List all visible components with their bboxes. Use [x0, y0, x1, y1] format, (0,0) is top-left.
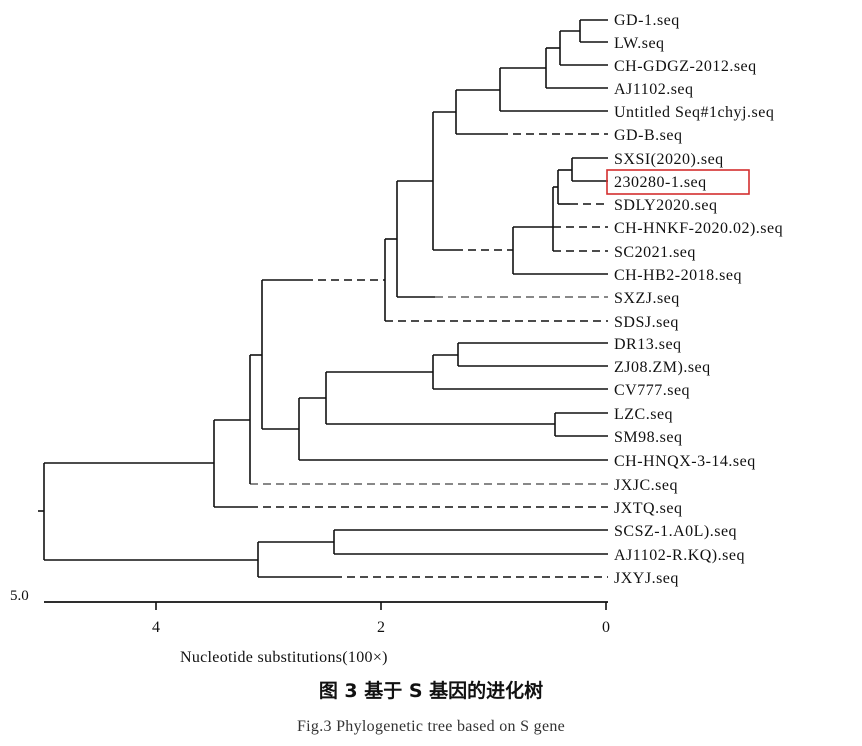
- leaf-labels: GD-1.seq LW.seq CH-GDGZ-2012.seq AJ1102.…: [614, 12, 783, 587]
- leaf-label: DR13.seq: [614, 336, 682, 353]
- scale-axis: 5.0 4 2 0 Nucleotide substitutions(100×): [10, 588, 610, 666]
- leaf-label: CH-HB2-2018.seq: [614, 267, 742, 284]
- leaf-label: SXSI(2020).seq: [614, 151, 724, 168]
- axis-title: Nucleotide substitutions(100×): [180, 649, 388, 666]
- leaf-label: SDSJ.seq: [614, 314, 679, 331]
- leaf-label: CH-HNKF-2020.02).seq: [614, 220, 783, 237]
- leaf-label: SCSZ-1.A0L).seq: [614, 523, 737, 540]
- leaf-label: AJ1102-R.KQ).seq: [614, 547, 745, 564]
- leaf-label: JXYJ.seq: [614, 570, 679, 587]
- leaf-label: LW.seq: [614, 35, 665, 52]
- leaf-label: AJ1102.seq: [614, 81, 694, 98]
- highlight-box: [606, 169, 750, 195]
- leaf-label: CV777.seq: [614, 382, 690, 399]
- phylogenetic-tree: GD-1.seq LW.seq CH-GDGZ-2012.seq AJ1102.…: [10, 12, 783, 666]
- axis-tick-label: 2: [377, 619, 385, 636]
- leaf-label: SC2021.seq: [614, 244, 696, 261]
- leaf-label: CH-HNQX-3-14.seq: [614, 453, 756, 470]
- leaf-label: CH-GDGZ-2012.seq: [614, 58, 757, 75]
- leaf-label: GD-1.seq: [614, 12, 680, 29]
- figure-caption-zh: 图 3 基于 S 基因的进化树: [318, 680, 544, 702]
- leaf-label: SXZJ.seq: [614, 290, 680, 307]
- leaf-label: SDLY2020.seq: [614, 197, 718, 214]
- tree-branches: [38, 19, 608, 578]
- leaf-label: JXTQ.seq: [614, 500, 682, 517]
- leaf-label: LZC.seq: [614, 406, 673, 423]
- leaf-label: GD-B.seq: [614, 127, 682, 144]
- leaf-label: SM98.seq: [614, 429, 682, 446]
- leaf-label: JXJC.seq: [614, 477, 678, 494]
- figure-caption-en: Fig.3 Phylogenetic tree based on S gene: [296, 718, 566, 735]
- leaf-label: Untitled Seq#1chyj.seq: [614, 104, 774, 121]
- scale-label: 5.0: [10, 588, 29, 604]
- axis-tick-label: 4: [152, 619, 160, 636]
- leaf-label-highlighted: 230280-1.seq: [614, 174, 707, 191]
- leaf-label: ZJ08.ZM).seq: [614, 359, 711, 376]
- axis-tick-label: 0: [602, 619, 610, 636]
